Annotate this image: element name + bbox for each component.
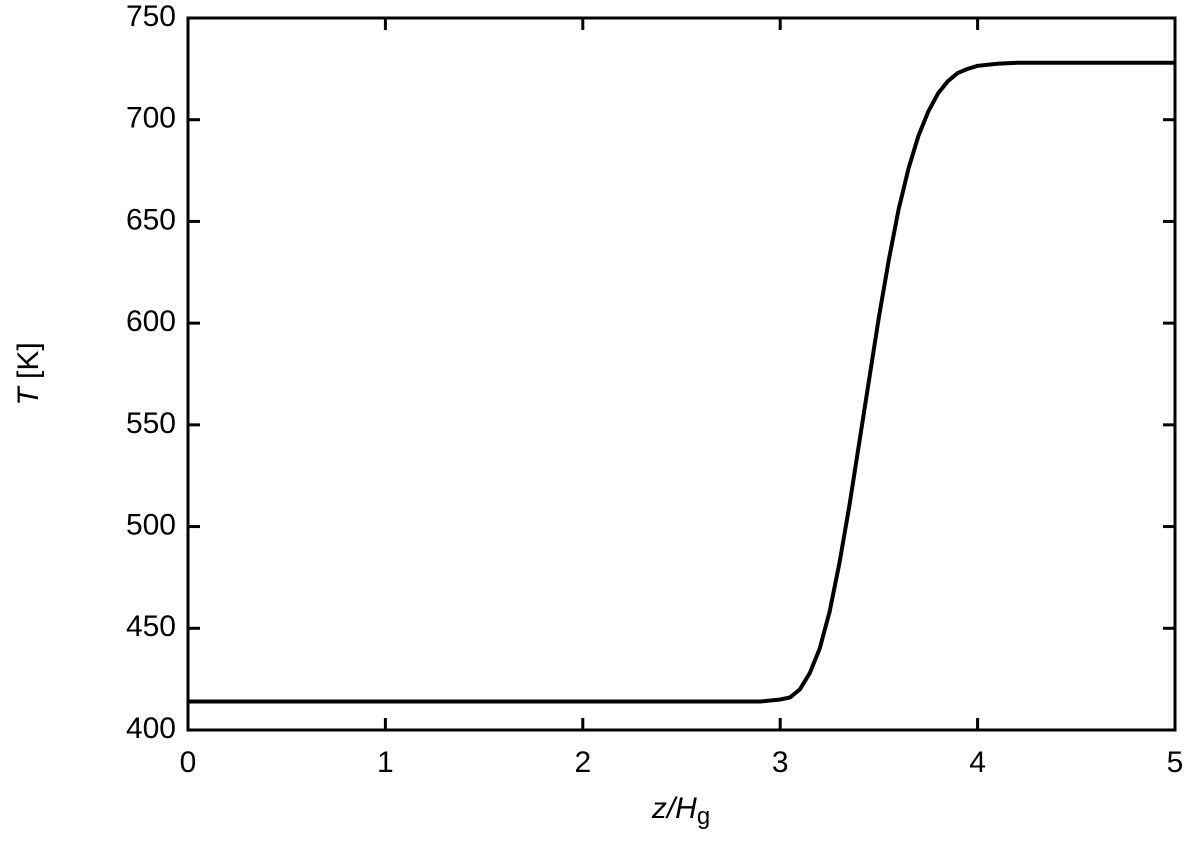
y-tick-label: 400 — [126, 712, 176, 745]
x-tick-label: 4 — [969, 746, 986, 779]
x-tick-label: 5 — [1167, 746, 1184, 779]
y-tick-label: 750 — [126, 0, 176, 33]
x-tick-label: 0 — [180, 746, 197, 779]
x-tick-label: 3 — [772, 746, 789, 779]
x-tick-label: 2 — [574, 746, 591, 779]
y-tick-label: 450 — [126, 610, 176, 643]
y-tick-label: 500 — [126, 508, 176, 541]
y-tick-label: 600 — [126, 305, 176, 338]
data-line — [188, 60, 1175, 704]
y-tick-label: 700 — [126, 102, 176, 135]
y-tick-label: 550 — [126, 407, 176, 440]
x-tick-label: 1 — [377, 746, 394, 779]
plot-frame — [186, 16, 1177, 732]
y-axis-label: T [K] — [12, 342, 45, 405]
y-tick-label: 650 — [126, 203, 176, 236]
x-axis-label: z/Hg — [651, 792, 710, 830]
